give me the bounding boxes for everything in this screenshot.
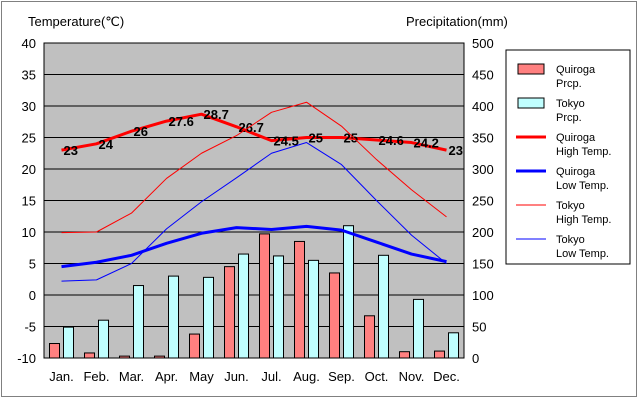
x-tick-label: Jan.	[49, 369, 74, 384]
data-label: 26.7	[239, 120, 264, 135]
y-left-tick-label: 20	[22, 162, 36, 177]
data-label: 23	[64, 143, 78, 158]
data-label: 24.5	[274, 134, 299, 149]
y-right-tick-label: 0	[472, 351, 479, 366]
bar	[63, 326, 74, 359]
bar	[133, 285, 144, 359]
legend-label: Quiroga	[556, 132, 596, 144]
y-right-tick-label: 300	[472, 162, 494, 177]
y-right-tick-label: 400	[472, 99, 494, 114]
plot-border	[43, 42, 465, 359]
x-tick-label: Apr.	[155, 369, 178, 384]
y-left-tick-label: 10	[22, 225, 36, 240]
legend-label: High Temp.	[556, 146, 611, 158]
x-tick-label: Dec.	[433, 369, 460, 384]
data-label: 23	[449, 143, 463, 158]
bar	[364, 315, 375, 359]
legend-label: Low Temp.	[556, 180, 609, 192]
legend-label: Quiroga	[556, 64, 596, 76]
x-tick-label: Aug.	[293, 369, 320, 384]
data-label: 24.2	[414, 136, 439, 151]
y-right-tick-label: 350	[472, 131, 494, 146]
legend-label: Low Temp.	[556, 248, 609, 260]
data-label: 28.7	[204, 107, 229, 122]
legend-label: Tokyo	[556, 200, 585, 212]
legend-box	[505, 49, 631, 265]
x-tick-label: Mar.	[119, 369, 144, 384]
bar	[329, 272, 340, 359]
y-left-tick-label: -10	[17, 351, 36, 366]
bar	[98, 319, 109, 359]
legend-label: High Temp.	[556, 214, 611, 226]
x-tick-label: Feb.	[83, 369, 109, 384]
legend-label: Tokyo	[556, 98, 585, 110]
x-tick-label: Jul.	[261, 369, 281, 384]
legend-label: Quiroga	[556, 166, 596, 178]
bar	[203, 276, 214, 359]
bar	[308, 259, 319, 359]
y-right-tick-label: 150	[472, 257, 494, 272]
data-label: 24	[99, 137, 114, 152]
x-tick-label: May	[189, 369, 214, 384]
bar	[84, 352, 95, 359]
bar	[189, 333, 200, 359]
legend: Quiroga Prcp. Tokyo Prcp. Quiroga High Temp. Q…	[505, 49, 631, 265]
legend-swatch	[517, 63, 545, 75]
data-label: 27.6	[169, 114, 194, 129]
x-tick-label: Jun.	[224, 369, 249, 384]
y-left-tick-label: 5	[29, 257, 36, 272]
series-line	[61, 142, 447, 282]
data-label: 25	[309, 131, 323, 146]
bar	[434, 350, 445, 359]
bar	[343, 225, 354, 359]
x-tick-label: Oct.	[365, 369, 389, 384]
y-left-tick-label: 25	[22, 131, 36, 146]
y-right-tick-label: 250	[472, 194, 494, 209]
bar	[378, 254, 389, 359]
legend-swatch	[517, 97, 545, 109]
bar	[238, 253, 249, 359]
bar	[399, 351, 410, 359]
bar	[273, 255, 284, 359]
bar	[168, 275, 179, 359]
bar	[413, 298, 424, 359]
series-line	[61, 101, 447, 234]
y-right-tick-label: 50	[472, 320, 486, 335]
y-right-tick-label: 450	[472, 68, 494, 83]
legend-label: Prcp.	[556, 112, 582, 124]
bar	[448, 332, 459, 359]
x-tick-label: Sep.	[328, 369, 355, 384]
y-left-tick-label: 30	[22, 99, 36, 114]
bar	[294, 240, 305, 359]
y-right-tick-label: 100	[472, 288, 494, 303]
data-label: 25	[344, 131, 358, 146]
y-right-tick-label: 200	[472, 225, 494, 240]
y-left-tick-label: -5	[24, 320, 36, 335]
y-left-tick-label: 15	[22, 194, 36, 209]
data-label: 24.6	[379, 133, 404, 148]
y-left-tick-label: 0	[29, 288, 36, 303]
bar	[49, 343, 60, 359]
x-tick-label: Nov.	[399, 369, 425, 384]
series-line	[61, 224, 447, 269]
data-label: 26	[134, 124, 148, 139]
y-left-tick-label: 35	[22, 68, 36, 83]
bar	[259, 233, 270, 359]
bar	[224, 266, 235, 359]
y-axis-left-title: Temperature(℃)	[28, 14, 124, 29]
series-line	[61, 112, 447, 152]
y-axis-right-title: Precipitation(mm)	[406, 14, 508, 29]
y-right-tick-label: 500	[472, 36, 494, 51]
y-left-tick-label: 40	[22, 36, 36, 51]
legend-label: Prcp.	[556, 78, 582, 90]
legend-label: Tokyo	[556, 234, 585, 246]
